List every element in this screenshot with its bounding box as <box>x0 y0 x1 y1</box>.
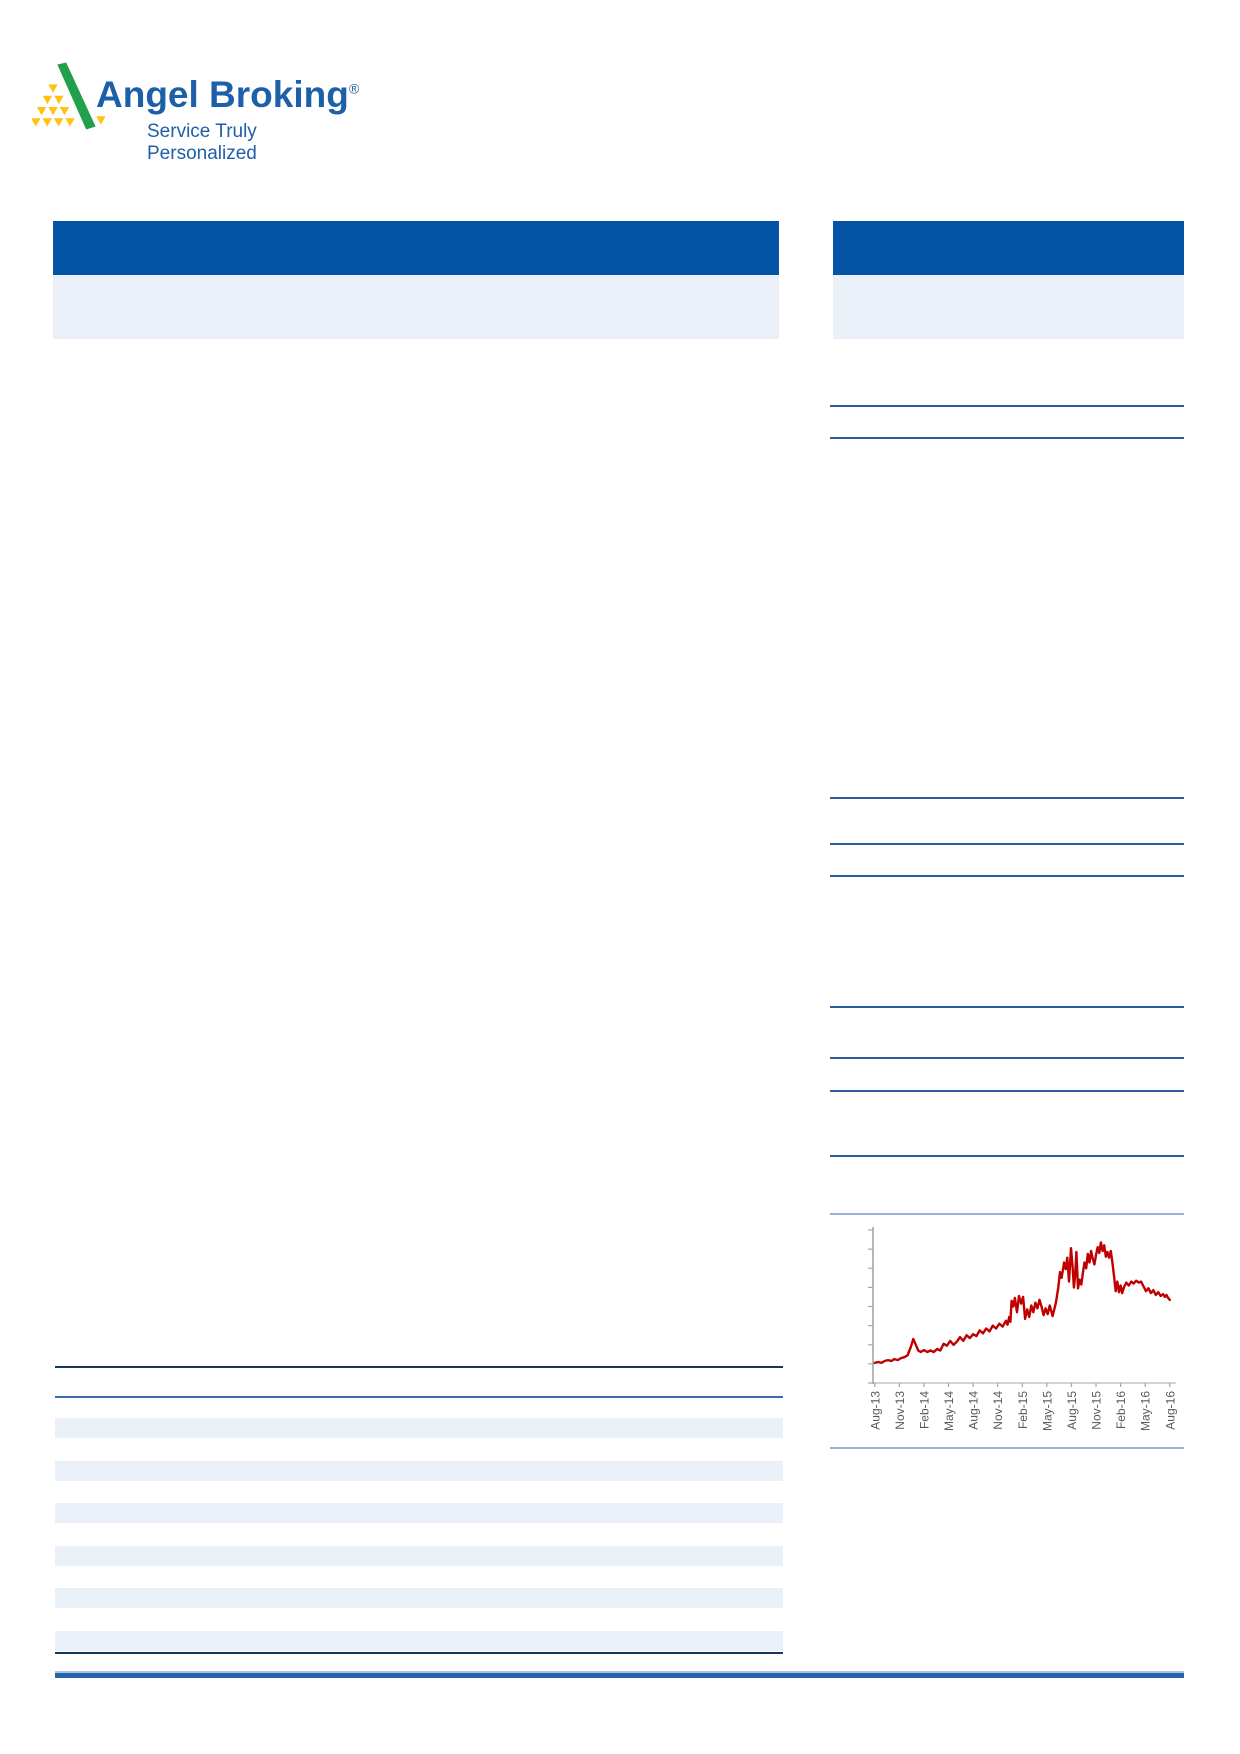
x-axis-label: Feb-15 <box>1016 1391 1030 1429</box>
sidebar-light-separator-rule <box>830 1447 1184 1449</box>
sidebar-separator-rule <box>830 1006 1184 1008</box>
table-top-rule <box>55 1366 783 1368</box>
table-row <box>55 1545 783 1566</box>
x-axis-label: Feb-14 <box>917 1391 931 1429</box>
x-axis-label: Aug-14 <box>967 1391 981 1430</box>
price-chart: Aug-13 Nov-13 Feb-14 May-14 Aug-14 Nov-14 Feb-… <box>828 1222 1190 1454</box>
logo-triangle <box>48 84 58 93</box>
logo-green-stroke <box>57 62 96 130</box>
x-axis-label: Nov-15 <box>1090 1391 1104 1430</box>
sidebar-separator-rule <box>830 1090 1184 1092</box>
table-row <box>55 1630 783 1651</box>
logo-triangle <box>42 95 53 105</box>
logo-triangle <box>32 118 41 127</box>
report-title-bar <box>53 221 779 275</box>
logo-triangle <box>59 107 70 116</box>
logo-mark <box>32 62 106 130</box>
registered-mark: ® <box>348 80 360 97</box>
logo-yellow-triangles <box>32 84 106 127</box>
sidebar-separator-rule <box>830 1057 1184 1059</box>
sidebar-separator-rule <box>830 405 1184 407</box>
logo-triangle <box>54 95 64 105</box>
logo-triangle <box>36 107 47 116</box>
report-subtitle-panel <box>53 275 779 339</box>
brand-name: Angel Broking® <box>96 74 360 115</box>
sidebar-separator-rule <box>830 437 1184 439</box>
table-row <box>55 1503 783 1523</box>
stock-info-bar <box>833 221 1184 275</box>
price-series-line <box>873 1241 1171 1365</box>
sidebar-light-separator-rule <box>830 1213 1184 1215</box>
table-row <box>55 1460 783 1481</box>
sidebar-separator-rule <box>830 1155 1184 1157</box>
table-bottom-rule <box>55 1652 783 1654</box>
x-axis-label: May-15 <box>1040 1391 1054 1431</box>
sidebar-separator-rule <box>830 797 1184 799</box>
x-axis-label: Aug-13 <box>868 1391 882 1430</box>
x-axis-label: Aug-15 <box>1065 1391 1079 1430</box>
stock-info-panel <box>833 275 1184 339</box>
price-chart-svg: Aug-13 Nov-13 Feb-14 May-14 Aug-14 Nov-14 Feb-… <box>868 1227 1177 1431</box>
x-axis-label: Feb-16 <box>1114 1391 1128 1429</box>
table-row <box>55 1418 783 1438</box>
logo-triangle <box>65 118 75 127</box>
table-row <box>55 1588 783 1608</box>
sidebar-separator-rule <box>830 875 1184 877</box>
x-axis-label: Aug-16 <box>1163 1391 1177 1430</box>
x-axis-label: May-14 <box>942 1391 956 1431</box>
sidebar-separator-rule <box>830 843 1184 845</box>
logo-triangle <box>96 116 106 125</box>
logo-triangle <box>53 118 64 127</box>
x-axis-label: May-16 <box>1139 1391 1153 1431</box>
x-axis-label: Nov-14 <box>991 1391 1005 1430</box>
logo-triangle <box>48 107 58 116</box>
page-bottom-rule <box>55 1671 1184 1678</box>
table-header-rule <box>55 1396 783 1398</box>
logo-triangle <box>42 118 52 127</box>
angel-broking-logo: Angel Broking® Service Truly Personalize… <box>0 0 360 164</box>
x-axis-label: Nov-13 <box>893 1391 907 1430</box>
brand-tagline: Service Truly Personalized <box>147 121 257 164</box>
